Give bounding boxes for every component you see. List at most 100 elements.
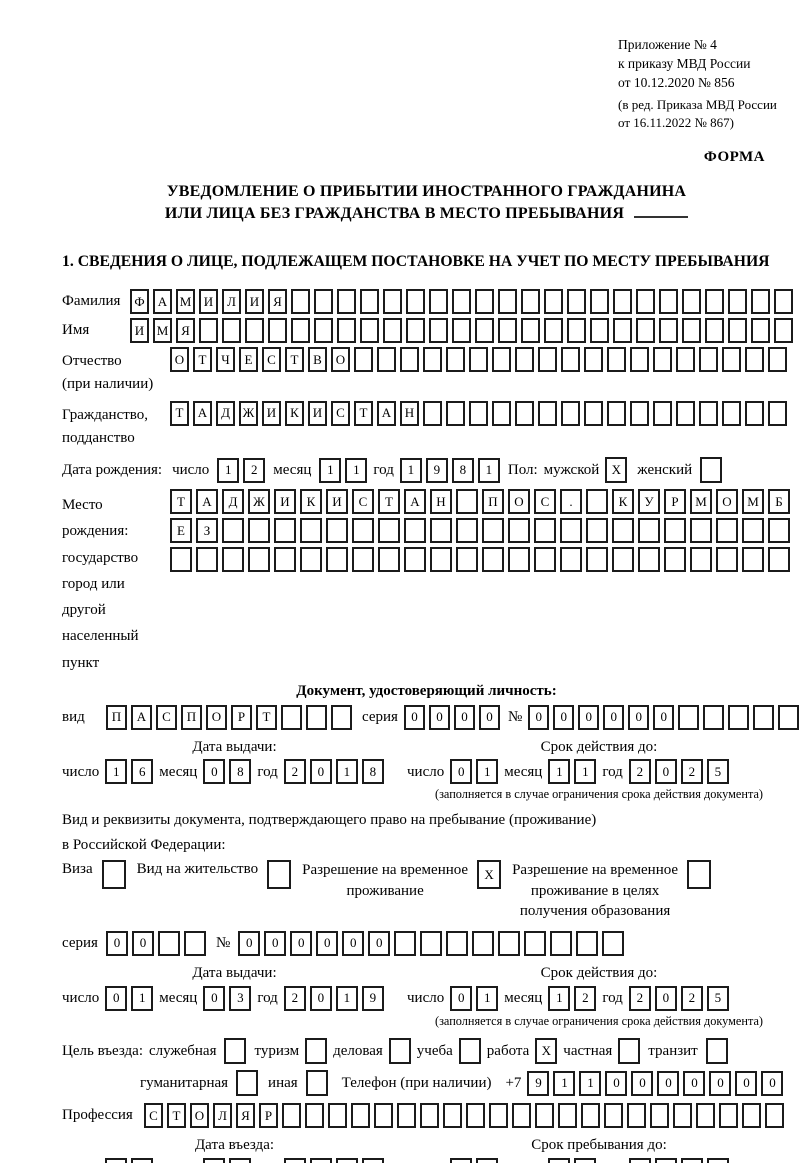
char-cell[interactable]: У bbox=[638, 489, 660, 515]
char-cell[interactable]: И bbox=[245, 289, 264, 315]
char-cell[interactable]: Т bbox=[285, 347, 304, 373]
char-cell[interactable]: Л bbox=[213, 1103, 232, 1129]
char-cell[interactable] bbox=[222, 547, 244, 573]
char-cell[interactable]: Т bbox=[170, 489, 192, 515]
char-cell[interactable]: И bbox=[326, 489, 348, 515]
char-cell[interactable] bbox=[774, 318, 793, 344]
char-cell[interactable]: 2 bbox=[243, 457, 266, 483]
char-cell[interactable] bbox=[690, 547, 712, 573]
char-cell[interactable]: М bbox=[176, 289, 195, 315]
char-cell[interactable]: 0 bbox=[368, 931, 391, 957]
char-cell[interactable] bbox=[498, 931, 521, 957]
char-cell[interactable] bbox=[452, 289, 471, 315]
char-cell[interactable]: Т bbox=[193, 347, 212, 373]
char-cell[interactable] bbox=[728, 318, 747, 344]
char-cell[interactable] bbox=[586, 518, 608, 544]
char-cell[interactable] bbox=[314, 289, 333, 315]
char-cell[interactable] bbox=[456, 547, 478, 573]
char-cell[interactable]: 1 bbox=[399, 457, 422, 483]
char-cell[interactable] bbox=[199, 318, 218, 344]
char-cell[interactable]: А bbox=[196, 489, 218, 515]
char-cell[interactable]: Я bbox=[236, 1103, 255, 1129]
char-cell[interactable]: Я bbox=[176, 318, 195, 344]
char-cell[interactable] bbox=[768, 400, 787, 426]
char-cell[interactable]: 0 bbox=[631, 1070, 654, 1096]
char-cell[interactable]: К bbox=[285, 400, 304, 426]
char-cell[interactable] bbox=[446, 400, 465, 426]
char-cell[interactable] bbox=[576, 931, 599, 957]
char-cell[interactable]: 3 bbox=[229, 985, 252, 1011]
char-cell[interactable] bbox=[584, 400, 603, 426]
char-cell[interactable]: 0 bbox=[605, 1070, 628, 1096]
char-cell[interactable]: С bbox=[534, 489, 556, 515]
char-cell[interactable] bbox=[664, 547, 686, 573]
char-cell[interactable] bbox=[337, 318, 356, 344]
char-cell[interactable]: С bbox=[144, 1103, 163, 1129]
char-cell[interactable] bbox=[400, 347, 419, 373]
char-cell[interactable] bbox=[676, 400, 695, 426]
char-cell[interactable]: 0 bbox=[657, 1070, 680, 1096]
char-cell[interactable] bbox=[452, 318, 471, 344]
char-cell[interactable]: Ч bbox=[216, 347, 235, 373]
char-cell[interactable]: 1 bbox=[319, 457, 342, 483]
char-cell[interactable]: 2 bbox=[680, 985, 703, 1011]
char-cell[interactable]: 0 bbox=[105, 931, 128, 957]
char-cell[interactable] bbox=[456, 518, 478, 544]
char-cell[interactable]: О bbox=[331, 347, 350, 373]
char-cell[interactable] bbox=[170, 547, 192, 573]
char-cell[interactable] bbox=[512, 1103, 531, 1129]
char-cell[interactable] bbox=[508, 547, 530, 573]
char-cell[interactable] bbox=[469, 347, 488, 373]
char-cell[interactable]: Н bbox=[400, 400, 419, 426]
char-cell[interactable] bbox=[703, 704, 725, 730]
char-cell[interactable]: 1 bbox=[477, 457, 500, 483]
char-cell[interactable]: А bbox=[377, 400, 396, 426]
char-cell[interactable]: 5 bbox=[706, 1157, 729, 1163]
char-cell[interactable] bbox=[705, 318, 724, 344]
char-cell[interactable]: . bbox=[560, 489, 582, 515]
char-cell[interactable] bbox=[768, 547, 790, 573]
char-cell[interactable]: 0 bbox=[654, 759, 677, 785]
char-cell[interactable]: 0 bbox=[453, 704, 475, 730]
char-cell[interactable] bbox=[590, 318, 609, 344]
char-cell[interactable] bbox=[538, 400, 557, 426]
purpose-work-checkbox[interactable]: X bbox=[535, 1038, 558, 1065]
char-cell[interactable]: О bbox=[716, 489, 738, 515]
char-cell[interactable] bbox=[567, 289, 586, 315]
char-cell[interactable] bbox=[248, 547, 270, 573]
char-cell[interactable] bbox=[630, 347, 649, 373]
char-cell[interactable]: 2 bbox=[574, 985, 597, 1011]
char-cell[interactable]: 2 bbox=[574, 1157, 597, 1163]
char-cell[interactable] bbox=[742, 1103, 761, 1129]
char-cell[interactable] bbox=[374, 1103, 393, 1129]
sex-female-checkbox[interactable] bbox=[700, 457, 723, 484]
char-cell[interactable]: 1 bbox=[548, 1157, 571, 1163]
char-cell[interactable] bbox=[423, 400, 442, 426]
char-cell[interactable]: 3 bbox=[229, 1157, 252, 1163]
char-cell[interactable] bbox=[404, 518, 426, 544]
char-cell[interactable] bbox=[538, 347, 557, 373]
char-cell[interactable] bbox=[456, 489, 478, 515]
char-cell[interactable] bbox=[429, 318, 448, 344]
char-cell[interactable]: 0 bbox=[654, 985, 677, 1011]
char-cell[interactable] bbox=[613, 318, 632, 344]
char-cell[interactable]: 0 bbox=[309, 985, 332, 1011]
char-cell[interactable] bbox=[751, 289, 770, 315]
char-cell[interactable] bbox=[659, 318, 678, 344]
char-cell[interactable]: 0 bbox=[654, 1157, 677, 1163]
char-cell[interactable]: Л bbox=[222, 289, 241, 315]
char-cell[interactable]: 2 bbox=[680, 1157, 703, 1163]
char-cell[interactable]: 1 bbox=[345, 457, 368, 483]
char-cell[interactable] bbox=[326, 518, 348, 544]
char-cell[interactable] bbox=[423, 347, 442, 373]
char-cell[interactable]: 0 bbox=[203, 985, 226, 1011]
char-cell[interactable] bbox=[561, 400, 580, 426]
char-cell[interactable] bbox=[498, 318, 517, 344]
char-cell[interactable] bbox=[535, 1103, 554, 1129]
char-cell[interactable]: Т bbox=[354, 400, 373, 426]
char-cell[interactable] bbox=[534, 518, 556, 544]
char-cell[interactable] bbox=[282, 1103, 301, 1129]
char-cell[interactable] bbox=[612, 547, 634, 573]
char-cell[interactable]: К bbox=[300, 489, 322, 515]
char-cell[interactable]: 0 bbox=[450, 985, 473, 1011]
